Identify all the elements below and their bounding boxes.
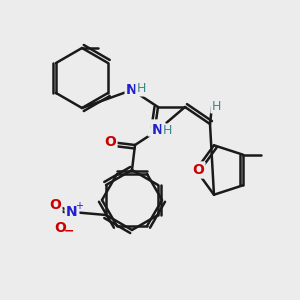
Text: O: O — [104, 135, 116, 149]
Text: N: N — [126, 83, 138, 97]
Text: N: N — [152, 123, 164, 137]
Text: O: O — [54, 221, 66, 235]
Text: H: H — [136, 82, 146, 95]
Text: H: H — [211, 100, 221, 112]
Text: O: O — [149, 121, 161, 135]
Text: −: − — [64, 224, 74, 238]
Text: O: O — [192, 163, 204, 177]
Text: +: + — [75, 201, 83, 211]
Text: H: H — [162, 124, 172, 137]
Text: N: N — [66, 205, 78, 219]
Text: O: O — [49, 198, 61, 212]
